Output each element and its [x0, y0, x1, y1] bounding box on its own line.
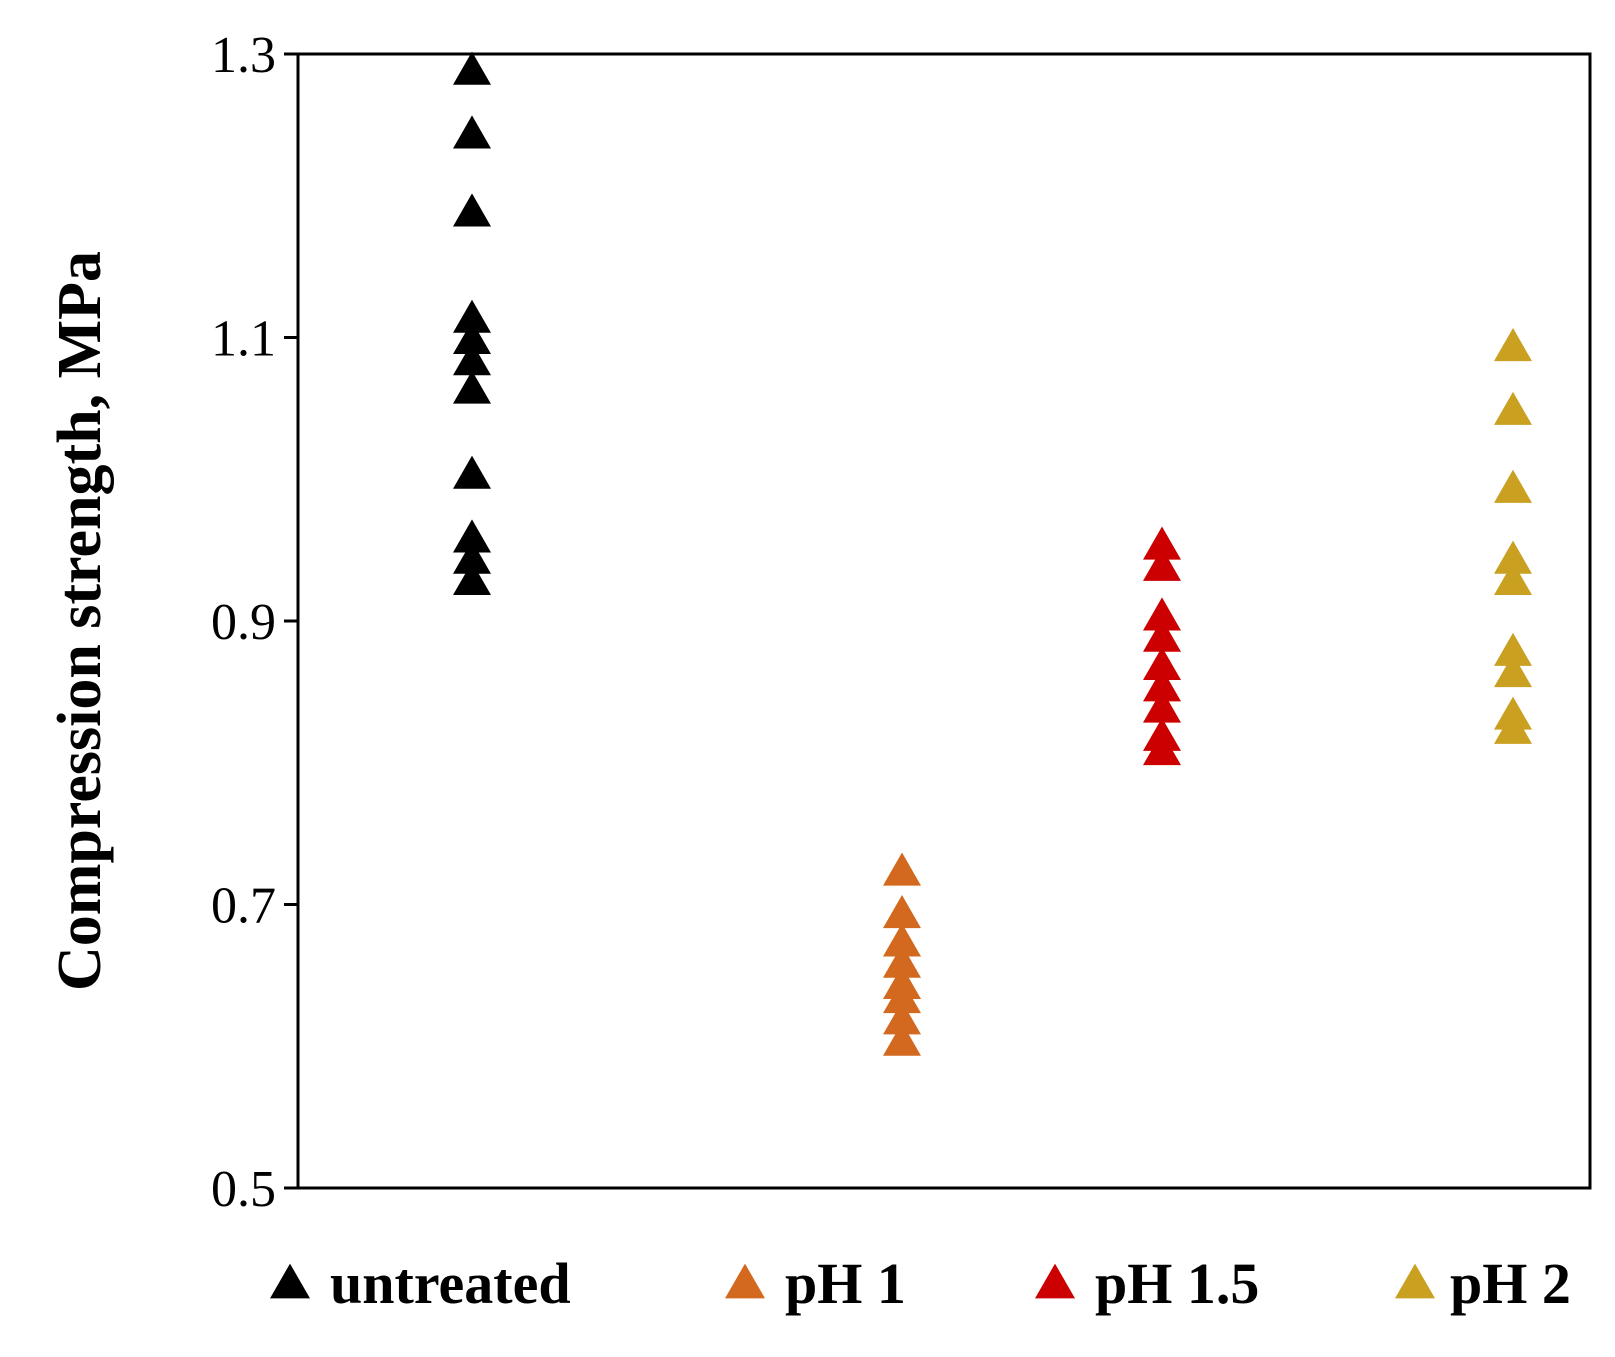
- legend-marker: [1035, 1263, 1075, 1299]
- data-point-pH-1: [883, 944, 921, 978]
- data-point-untreated: [453, 115, 491, 149]
- legend-marker: [1395, 1263, 1435, 1299]
- data-point-untreated: [453, 370, 491, 404]
- data-point-untreated: [453, 299, 491, 333]
- data-point-untreated: [453, 455, 491, 489]
- data-point-untreated: [453, 342, 491, 376]
- data-point-pH-1: [883, 980, 921, 1014]
- data-point-pH-1: [883, 852, 921, 886]
- data-point-pH-2: [1494, 391, 1532, 425]
- data-point-pH-1_5: [1143, 547, 1181, 581]
- y-tick-label: 0.9: [211, 594, 276, 651]
- axes-layer: 0.5 0.7 0.9 1.1 1.3 Compression strength, MPa: [46, 27, 1592, 1218]
- data-point-pH-2: [1494, 710, 1532, 744]
- data-point-pH-1_5: [1143, 618, 1181, 652]
- legend-label: pH 2: [1450, 1251, 1571, 1316]
- data-point-pH-2: [1494, 632, 1532, 666]
- data-point-pH-2: [1494, 654, 1532, 688]
- plot-frame: [296, 52, 1592, 1190]
- y-tick-label: 1.3: [211, 27, 276, 84]
- data-point-untreated: [453, 320, 491, 355]
- data-point-pH-1: [883, 1001, 921, 1035]
- marks-layer: [453, 51, 1532, 1056]
- data-point-pH-2: [1494, 540, 1532, 574]
- data-point-pH-1_5: [1143, 597, 1181, 631]
- y-axis-label: Compression strength, MPa: [46, 251, 114, 991]
- legend-label: pH 1: [785, 1251, 906, 1316]
- data-point-pH-1_5: [1143, 526, 1181, 560]
- legend-label: pH 1.5: [1095, 1251, 1259, 1316]
- data-point-pH-1: [883, 923, 921, 957]
- data-point-pH-2: [1494, 561, 1532, 596]
- data-point-untreated: [453, 540, 491, 574]
- data-point-pH-2: [1494, 328, 1532, 362]
- legend-marker: [270, 1263, 310, 1299]
- legend-label: untreated: [330, 1251, 571, 1316]
- legend-layer: untreated pH 1 pH 1.5 pH 2: [270, 1251, 1571, 1316]
- data-point-pH-1_5: [1143, 689, 1181, 723]
- data-point-untreated: [453, 193, 491, 227]
- y-tick-label: 0.7: [211, 878, 276, 935]
- y-tick-label: 1.1: [211, 311, 276, 368]
- data-point-pH-1_5: [1143, 646, 1181, 681]
- data-point-pH-1: [883, 895, 921, 929]
- data-point-pH-1: [883, 1022, 921, 1056]
- data-point-pH-2: [1494, 469, 1532, 503]
- data-point-untreated: [453, 51, 491, 85]
- legend-marker: [725, 1263, 765, 1299]
- data-point-untreated: [453, 519, 491, 553]
- data-point-pH-1_5: [1143, 668, 1181, 702]
- y-tick-label: 0.5: [211, 1161, 276, 1218]
- data-point-untreated: [453, 561, 491, 596]
- data-point-pH-1_5: [1143, 732, 1181, 766]
